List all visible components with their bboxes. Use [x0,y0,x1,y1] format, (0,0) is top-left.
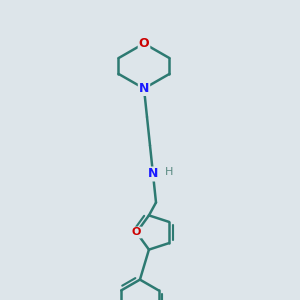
Text: O: O [132,227,141,238]
Text: O: O [139,37,149,50]
Text: N: N [148,167,158,181]
Text: H: H [164,167,173,178]
Text: N: N [139,82,149,95]
